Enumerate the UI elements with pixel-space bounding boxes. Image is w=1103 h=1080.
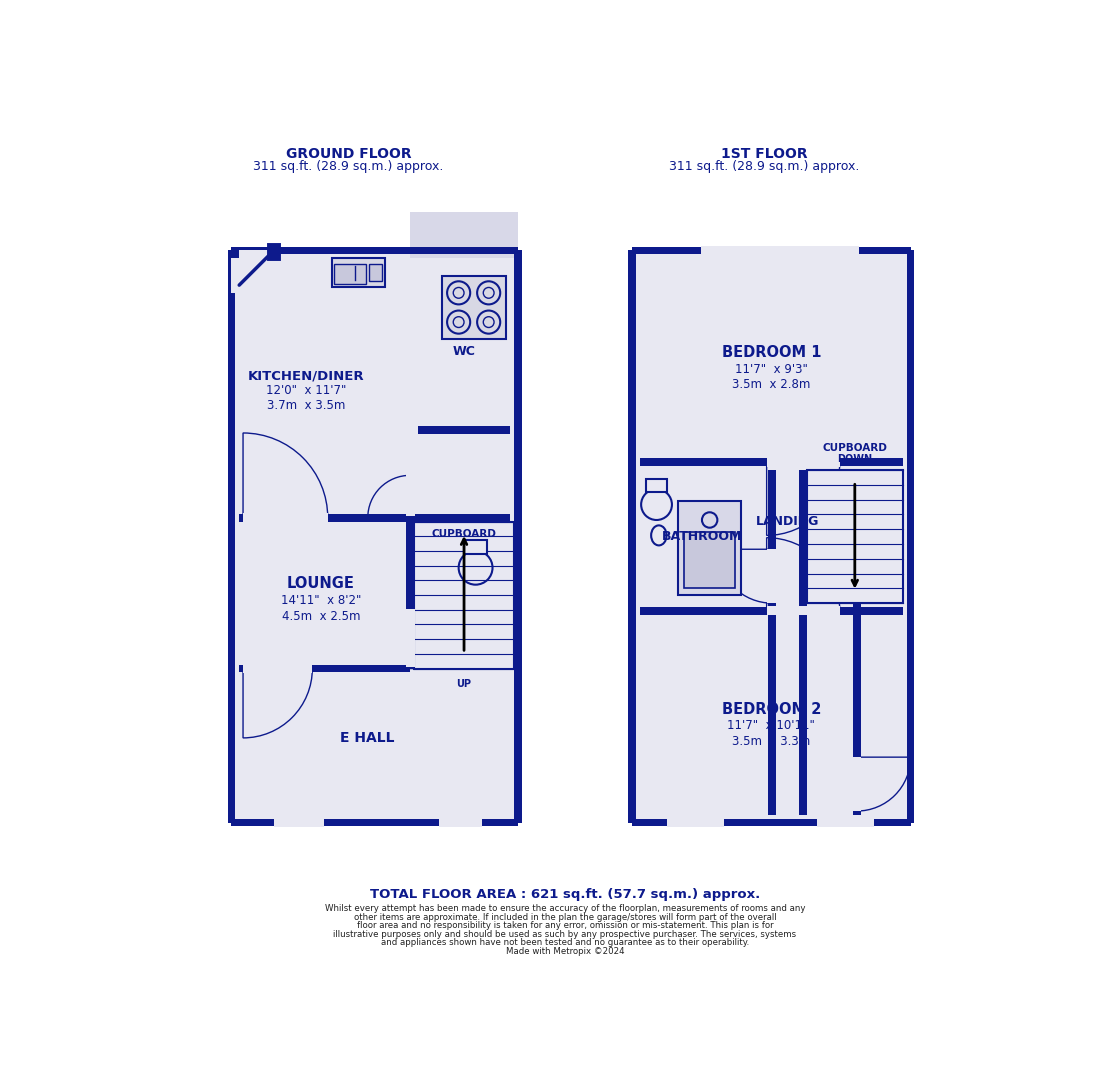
Text: 3.5m  x 2.8m: 3.5m x 2.8m (732, 378, 811, 391)
Bar (767, 606, 839, 616)
Wedge shape (857, 757, 911, 811)
Text: CUPBOARD: CUPBOARD (431, 529, 496, 539)
Bar (239, 514, 511, 522)
Bar (232, 251, 518, 823)
Bar (231, 251, 274, 293)
Wedge shape (243, 669, 312, 738)
Text: TOTAL FLOOR AREA : 621 sq.ft. (57.7 sq.m.) approx.: TOTAL FLOOR AREA : 621 sq.ft. (57.7 sq.m… (370, 888, 760, 901)
Text: 11'7"  x 9'3": 11'7" x 9'3" (735, 363, 807, 376)
Bar (464, 540, 488, 554)
Bar (514, 251, 522, 823)
Bar (684, 531, 735, 588)
Wedge shape (767, 462, 839, 536)
Bar (857, 561, 903, 568)
Text: 4.5m  x 2.5m: 4.5m x 2.5m (281, 610, 360, 623)
Bar (645, 480, 667, 492)
Bar (243, 664, 312, 673)
Text: LANDING: LANDING (756, 515, 820, 528)
Bar (368, 265, 383, 281)
Text: UP: UP (457, 679, 472, 689)
Bar (243, 513, 328, 523)
Bar (632, 246, 911, 255)
Bar (853, 757, 861, 811)
Text: illustrative purposes only and should be used as such by any prospective purchas: illustrative purposes only and should be… (333, 930, 796, 939)
Wedge shape (243, 433, 328, 517)
Bar (640, 607, 903, 615)
Text: 14'11"  x 8'2": 14'11" x 8'2" (280, 594, 361, 607)
Text: other items are approximate. If included in the plan the garage/stores will form: other items are approximate. If included… (354, 913, 777, 922)
Bar (414, 522, 514, 669)
Bar (274, 818, 324, 827)
Text: CUPBOARD: CUPBOARD (823, 443, 887, 453)
Bar (232, 819, 518, 826)
Bar (768, 470, 775, 815)
Text: 3.5m  x 3.3m: 3.5m x 3.3m (732, 734, 811, 747)
Text: Whilst every attempt has been made to ensure the accuracy of the floorplan, meas: Whilst every attempt has been made to en… (324, 904, 805, 914)
Text: 3.7m  x 3.5m: 3.7m x 3.5m (267, 399, 345, 411)
Text: 1ST FLOOR: 1ST FLOOR (721, 147, 807, 161)
Bar (227, 251, 235, 823)
Text: 311 sq.ft. (28.9 sq.m.) approx.: 311 sq.ft. (28.9 sq.m.) approx. (670, 160, 859, 173)
Wedge shape (367, 475, 410, 517)
Bar (816, 818, 875, 827)
Text: BEDROOM 2: BEDROOM 2 (721, 702, 821, 716)
Bar (232, 251, 239, 258)
Text: 12'0"  x 11'7": 12'0" x 11'7" (266, 384, 346, 397)
Text: LOUNGE: LOUNGE (287, 577, 355, 592)
Bar (406, 517, 414, 669)
Text: floor area and no responsibility is taken for any error, omission or mis-stateme: floor area and no responsibility is take… (356, 921, 773, 930)
Bar (907, 251, 914, 823)
Bar (410, 212, 518, 258)
Wedge shape (718, 550, 772, 603)
Bar (853, 565, 860, 815)
Bar (418, 426, 511, 434)
Bar (799, 470, 806, 815)
Text: BATHROOM: BATHROOM (662, 530, 742, 543)
Bar (666, 818, 725, 827)
Bar (406, 474, 415, 516)
Text: KITCHEN/DINER: KITCHEN/DINER (248, 369, 365, 382)
Text: GROUND FLOOR: GROUND FLOOR (286, 147, 411, 161)
Wedge shape (410, 611, 468, 669)
Bar (232, 246, 518, 255)
Bar (768, 550, 777, 603)
Text: BEDROOM 1: BEDROOM 1 (721, 345, 821, 360)
Bar (628, 251, 635, 823)
Text: Made with Metropix ©2024: Made with Metropix ©2024 (505, 947, 624, 956)
Wedge shape (767, 538, 839, 611)
Bar (239, 665, 410, 673)
Bar (806, 470, 903, 603)
Bar (767, 458, 839, 467)
Text: WC: WC (452, 346, 475, 359)
Bar (640, 458, 903, 467)
Text: and appliances shown have not been tested and no guarantee as to their operabili: and appliances shown have not been teste… (381, 939, 749, 947)
Text: DOWN: DOWN (837, 454, 872, 463)
Bar (632, 819, 911, 826)
Text: E HALL: E HALL (340, 731, 394, 745)
Bar (678, 501, 741, 595)
Bar (332, 258, 385, 287)
Bar (406, 609, 415, 667)
Bar (702, 246, 859, 255)
Text: 11'7"  x 10'11": 11'7" x 10'11" (727, 719, 815, 732)
Text: 311 sq.ft. (28.9 sq.m.) approx.: 311 sq.ft. (28.9 sq.m.) approx. (254, 160, 443, 173)
Bar (334, 264, 366, 284)
Bar (442, 275, 505, 339)
Bar (632, 251, 911, 823)
Bar (439, 818, 482, 827)
